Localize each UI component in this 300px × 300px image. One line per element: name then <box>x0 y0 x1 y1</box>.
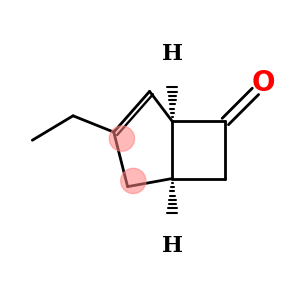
Circle shape <box>109 126 134 151</box>
Circle shape <box>121 168 146 194</box>
Text: H: H <box>162 235 183 257</box>
Text: H: H <box>162 43 183 65</box>
Text: O: O <box>252 69 275 97</box>
